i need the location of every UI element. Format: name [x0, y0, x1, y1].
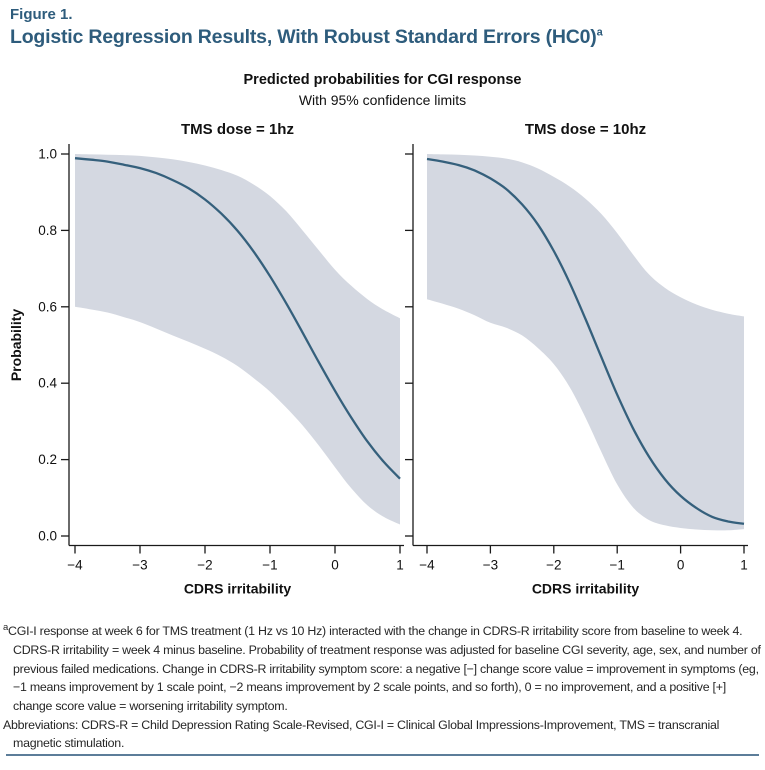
fit-line — [426, 157, 745, 525]
fit-line — [74, 157, 401, 480]
y-tick-label: 0.8 — [38, 223, 57, 238]
panel-title: TMS dose = 10hz — [525, 121, 646, 138]
x-axis-title: CDRS irritability — [532, 581, 640, 597]
footnote-text-1: CGI-I response at week 6 for TMS treatme… — [8, 624, 761, 713]
footnote: aCGI-I response at week 6 for TMS treatm… — [3, 619, 761, 753]
x-tick-label: 1 — [396, 558, 404, 573]
x-tick-label: −2 — [546, 558, 561, 573]
footnote-marker: a — [3, 622, 9, 633]
y-axis-title: Probability — [8, 309, 24, 382]
x-tick-label: −2 — [197, 558, 212, 573]
figure-label: Figure 1. — [10, 6, 73, 23]
chart-title: Predicted probabilities for CGI response — [243, 72, 522, 88]
y-tick-label: 1.0 — [38, 147, 57, 162]
y-tick-label: 0.2 — [38, 452, 57, 467]
figure-title-superscript: a — [596, 26, 603, 39]
x-tick-label: −1 — [262, 558, 277, 573]
y-tick-label: 0.4 — [38, 376, 57, 391]
x-tick-label: 1 — [740, 558, 748, 573]
x-tick-label: −3 — [132, 558, 147, 573]
chart-subtitle: With 95% confidence limits — [298, 92, 467, 108]
x-tick-label: −4 — [67, 558, 83, 573]
panel-title: TMS dose = 1hz — [181, 121, 294, 138]
x-tick-label: 0 — [677, 558, 685, 573]
confidence-band — [75, 154, 400, 525]
x-tick-label: 0 — [331, 558, 339, 573]
x-tick-label: −3 — [483, 558, 498, 573]
figure-title: Logistic Regression Results, With Robust… — [10, 26, 603, 49]
x-axis-title: CDRS irritability — [184, 581, 292, 597]
x-tick-label: −4 — [419, 558, 435, 573]
figure-title-text: Logistic Regression Results, With Robust… — [10, 26, 597, 48]
x-tick-label: −1 — [609, 558, 624, 573]
footnote-paragraph-2: Abbreviations: CDRS-R = Child Depression… — [3, 717, 720, 751]
footnote-paragraph-1: aCGI-I response at week 6 for TMS treatm… — [3, 619, 761, 716]
confidence-band — [427, 154, 744, 531]
y-tick-label: 0.0 — [38, 529, 57, 544]
bottom-divider — [6, 754, 759, 756]
chart-canvas: 0.0 0.2 0.4 0.6 0.8 1.0 −4 −3 −2 −1 0 1 TMS dose = 1… — [8, 121, 748, 597]
y-tick-label: 0.6 — [38, 299, 57, 314]
